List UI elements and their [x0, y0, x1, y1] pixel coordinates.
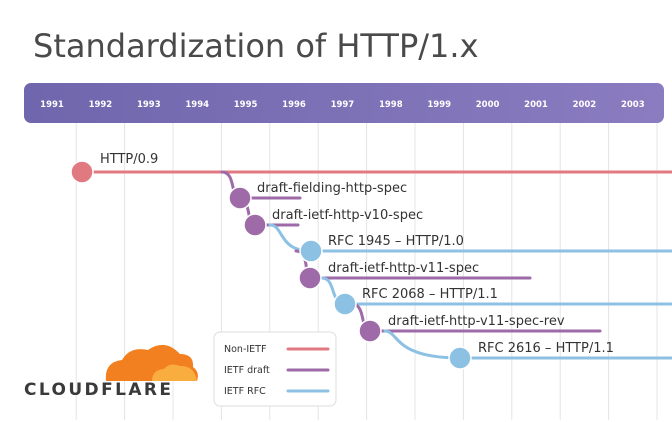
- year-label: 1994: [185, 100, 209, 110]
- legend-label: IETF RFC: [224, 386, 266, 397]
- year-label: 2000: [476, 100, 500, 110]
- brand-wordmark: CLOUDFLARE: [24, 380, 173, 400]
- year-label: 1997: [331, 100, 355, 110]
- year-label: 2001: [524, 100, 548, 110]
- year-banner: [24, 83, 664, 123]
- year-label: 1996: [282, 100, 306, 110]
- page-title: Standardization of HTTP/1.x: [33, 27, 479, 65]
- event-label: RFC 2616 – HTTP/1.1: [478, 341, 614, 356]
- year-label: 1992: [89, 100, 113, 110]
- year-label: 1993: [137, 100, 161, 110]
- event-node: [243, 213, 267, 237]
- event-label: draft-ietf-http-v10-spec: [272, 208, 423, 223]
- event-label: RFC 2068 – HTTP/1.1: [362, 287, 498, 302]
- event-node: [298, 266, 322, 290]
- event-node: [333, 292, 357, 316]
- year-label: 1999: [427, 100, 451, 110]
- event-node: [70, 160, 94, 184]
- year-labels: 1991 1992 1993 1994 1995 1996 1997 1998 1999 2000…: [40, 100, 645, 110]
- event-node: [228, 186, 252, 210]
- event-label: draft-ietf-http-v11-spec-rev: [388, 314, 565, 329]
- year-label: 2003: [621, 100, 645, 110]
- year-label: 1995: [234, 100, 258, 110]
- event-label: HTTP/0.9: [100, 152, 158, 167]
- event-node: [358, 319, 382, 343]
- connector: [383, 329, 462, 360]
- event-label: RFC 1945 – HTTP/1.0: [328, 234, 464, 249]
- cloud-icon: [105, 344, 198, 381]
- year-label: 1998: [379, 100, 403, 110]
- event-node: [448, 346, 472, 370]
- legend-label: IETF draft: [224, 365, 270, 376]
- event-node: [299, 239, 323, 263]
- year-label: 2002: [573, 100, 597, 110]
- event-label: draft-ietf-http-v11-spec: [328, 261, 479, 276]
- event-label: draft-fielding-http-spec: [257, 181, 407, 196]
- cloudflare-logo: CLOUDFLARE: [24, 344, 198, 400]
- legend-label: Non-IETF: [224, 344, 266, 355]
- year-label: 1991: [40, 100, 64, 110]
